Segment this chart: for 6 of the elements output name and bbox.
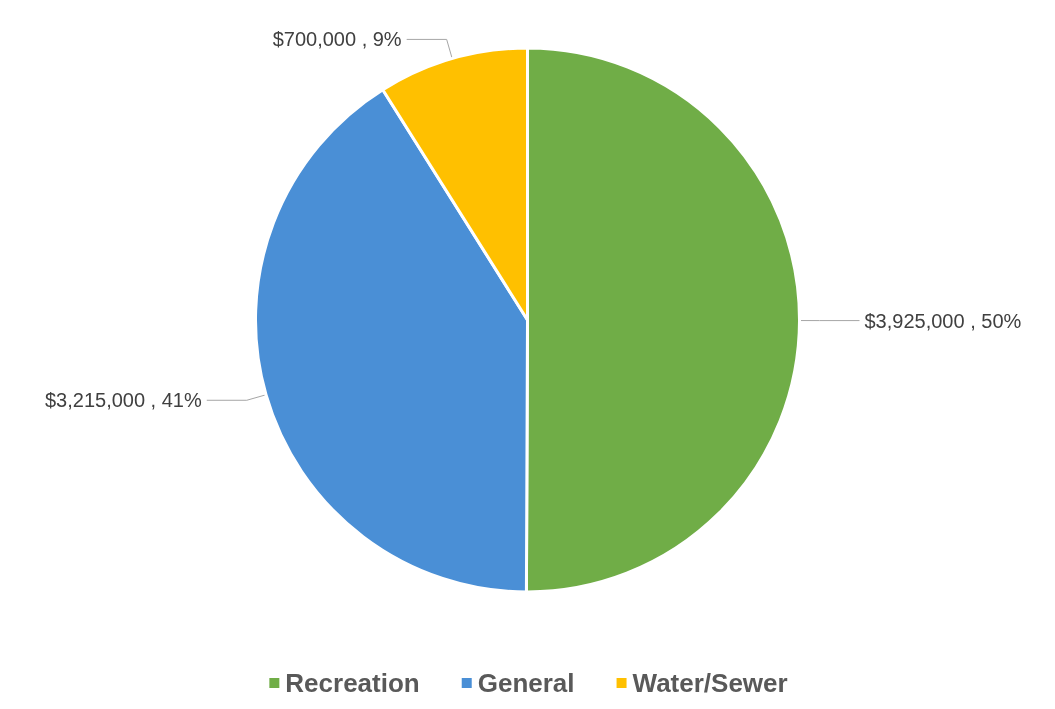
legend-label: General: [477, 668, 575, 698]
legend-label: Water/Sewer: [632, 668, 788, 698]
legend-label: Recreation: [285, 668, 420, 698]
data-label: $3,215,000 , 41%: [44, 389, 202, 412]
data-label: $700,000 , 9%: [272, 28, 402, 51]
data-label: $3,925,000 , 50%: [864, 309, 1022, 332]
